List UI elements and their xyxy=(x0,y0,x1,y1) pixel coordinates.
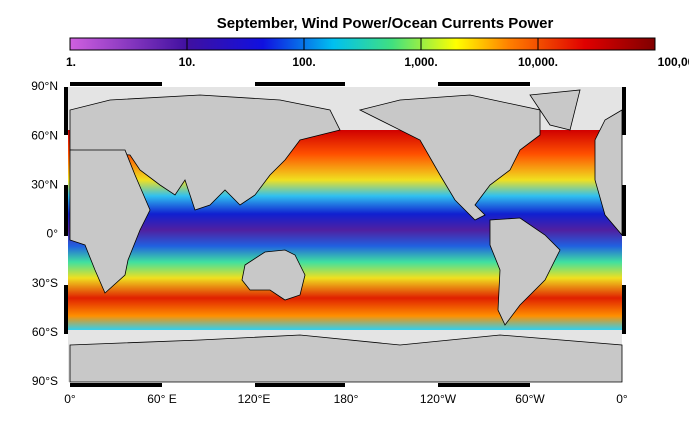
lat-label: 30°N xyxy=(31,178,58,192)
lat-label: 60°S xyxy=(32,325,58,339)
lon-label: 120°W xyxy=(420,392,457,406)
lon-label: 180° xyxy=(334,392,359,406)
colorbar-labels: 1. 10. 100. 1,000. 10,000. 100,000. xyxy=(66,38,689,69)
greenland xyxy=(529,89,581,131)
longitude-labels: 0° 60° E 120°E 180° 120°W 60°W 0° xyxy=(64,392,628,406)
colorbar-label: 1. xyxy=(66,55,76,69)
lat-label: 90°S xyxy=(32,374,58,388)
lat-label: 0° xyxy=(47,227,59,241)
latitude-labels: 90°N 60°N 30°N 0° 30°S 60°S 90°S xyxy=(31,79,58,388)
colorbar-label: 100,000. xyxy=(658,55,689,69)
eurasia xyxy=(69,94,341,211)
frame-ticks xyxy=(64,82,626,387)
lat-label: 90°N xyxy=(31,79,58,93)
lon-label: 60°W xyxy=(515,392,545,406)
lat-label: 30°S xyxy=(32,276,58,290)
colorbar-label: 100. xyxy=(292,55,315,69)
antarctica xyxy=(69,334,623,383)
title: September, Wind Power/Ocean Currents Pow… xyxy=(217,15,554,32)
lat-label: 60°N xyxy=(31,128,58,142)
lon-label: 0° xyxy=(616,392,628,406)
colorbar-label: 10,000. xyxy=(518,55,558,69)
colorbar-label: 1,000. xyxy=(404,55,437,69)
lon-label: 0° xyxy=(64,392,76,406)
colorbar xyxy=(69,37,656,51)
africa xyxy=(69,149,151,294)
colorbar-label: 10. xyxy=(179,55,196,69)
continents xyxy=(69,89,623,383)
north-america xyxy=(358,94,541,221)
australia xyxy=(241,249,306,301)
south-america xyxy=(489,217,561,326)
lon-label: 60° E xyxy=(147,392,176,406)
lon-label: 120°E xyxy=(238,392,271,406)
